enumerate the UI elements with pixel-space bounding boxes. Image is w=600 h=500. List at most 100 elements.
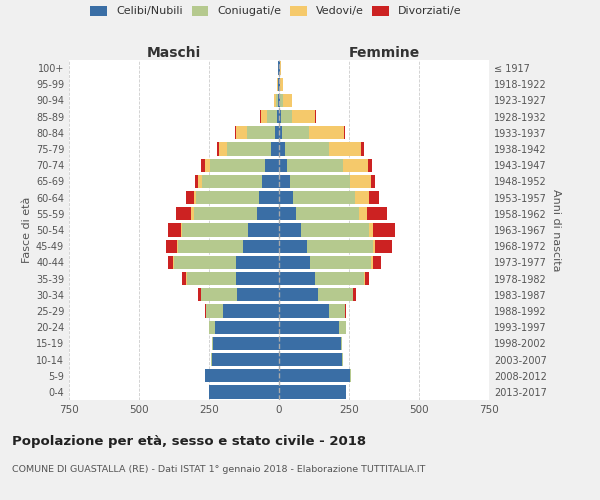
Bar xyxy=(217,142,220,156)
Bar xyxy=(279,110,281,124)
Bar xyxy=(279,224,301,236)
Bar xyxy=(316,272,364,285)
Bar xyxy=(279,175,290,188)
Bar xyxy=(283,126,309,140)
Bar xyxy=(279,288,318,302)
Bar xyxy=(307,240,373,253)
Bar xyxy=(199,288,200,302)
Bar xyxy=(213,336,279,350)
Text: COMUNE DI GUASTALLA (RE) - Dati ISTAT 1° gennaio 2018 - Elaborazione TUTTITALIA.: COMUNE DI GUASTALLA (RE) - Dati ISTAT 1°… xyxy=(12,465,425,474)
Bar xyxy=(371,175,375,188)
Bar xyxy=(168,256,173,269)
Bar xyxy=(371,256,373,269)
Bar xyxy=(329,304,345,318)
Bar xyxy=(195,175,198,188)
Bar xyxy=(235,126,236,140)
Bar xyxy=(211,158,265,172)
Bar xyxy=(174,256,236,269)
Bar xyxy=(355,191,369,204)
Bar xyxy=(182,272,187,285)
Bar xyxy=(181,224,182,236)
Bar xyxy=(350,175,371,188)
Bar xyxy=(368,158,372,172)
Bar xyxy=(280,78,283,91)
Bar xyxy=(279,94,280,107)
Bar xyxy=(309,126,344,140)
Bar xyxy=(182,224,248,236)
Bar xyxy=(205,304,206,318)
Bar xyxy=(275,126,279,140)
Bar xyxy=(237,288,279,302)
Y-axis label: Anni di nascita: Anni di nascita xyxy=(551,188,561,271)
Bar xyxy=(343,158,368,172)
Bar xyxy=(194,191,196,204)
Bar xyxy=(345,304,346,318)
Bar xyxy=(318,288,353,302)
Bar xyxy=(310,256,371,269)
Bar xyxy=(373,256,381,269)
Bar xyxy=(279,369,350,382)
Bar xyxy=(265,158,279,172)
Bar xyxy=(212,353,279,366)
Text: Femmine: Femmine xyxy=(349,46,419,60)
Bar xyxy=(368,224,373,236)
Bar xyxy=(279,207,296,220)
Bar xyxy=(200,288,237,302)
Bar xyxy=(196,191,259,204)
Bar xyxy=(280,62,281,74)
Bar xyxy=(261,110,267,124)
Bar xyxy=(212,336,213,350)
Bar xyxy=(279,386,346,398)
Bar xyxy=(202,175,262,188)
Bar xyxy=(176,207,191,220)
Text: Maschi: Maschi xyxy=(147,46,201,60)
Bar xyxy=(373,224,395,236)
Bar xyxy=(339,320,346,334)
Bar xyxy=(290,175,350,188)
Bar xyxy=(284,142,329,156)
Bar xyxy=(369,191,379,204)
Bar xyxy=(274,94,276,107)
Bar xyxy=(277,110,279,124)
Bar xyxy=(301,224,368,236)
Bar xyxy=(279,256,310,269)
Bar xyxy=(279,272,316,285)
Bar xyxy=(344,126,346,140)
Bar xyxy=(178,240,242,253)
Bar xyxy=(169,224,181,236)
Bar xyxy=(276,94,278,107)
Bar xyxy=(205,369,279,382)
Legend: Celibi/Nubili, Coniugati/e, Vedovi/e, Divorziati/e: Celibi/Nubili, Coniugati/e, Vedovi/e, Di… xyxy=(91,6,461,16)
Bar xyxy=(262,175,279,188)
Bar xyxy=(206,304,223,318)
Bar xyxy=(215,320,279,334)
Bar xyxy=(209,386,279,398)
Bar xyxy=(373,240,375,253)
Bar xyxy=(191,207,194,220)
Bar xyxy=(247,126,275,140)
Bar xyxy=(292,110,315,124)
Bar xyxy=(280,94,283,107)
Bar xyxy=(187,272,236,285)
Bar xyxy=(236,256,279,269)
Bar xyxy=(279,158,287,172)
Bar xyxy=(279,142,284,156)
Bar xyxy=(236,272,279,285)
Bar xyxy=(205,158,211,172)
Bar xyxy=(365,272,369,285)
Bar xyxy=(367,207,387,220)
Bar xyxy=(279,320,339,334)
Bar xyxy=(361,142,364,156)
Bar xyxy=(279,353,342,366)
Bar xyxy=(220,142,227,156)
Bar xyxy=(236,126,247,140)
Bar xyxy=(223,304,279,318)
Bar xyxy=(279,78,280,91)
Bar xyxy=(279,304,329,318)
Bar xyxy=(283,94,292,107)
Bar xyxy=(296,207,359,220)
Bar xyxy=(281,110,292,124)
Bar xyxy=(248,224,279,236)
Bar xyxy=(271,142,279,156)
Bar xyxy=(353,288,356,302)
